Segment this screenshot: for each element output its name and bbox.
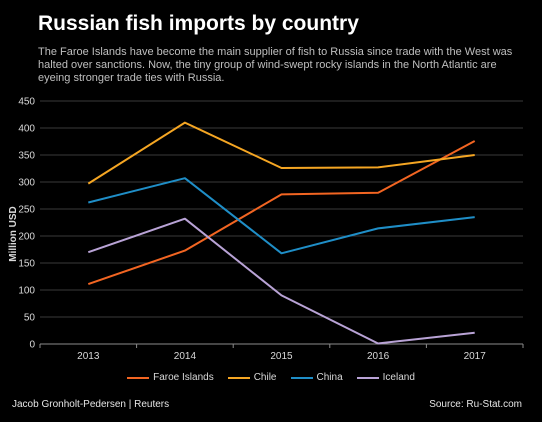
legend-label: China	[316, 372, 343, 383]
series-line-chile	[87, 121, 475, 185]
y-tick-label: 400	[18, 124, 35, 135]
x-tick-label: 2017	[464, 351, 487, 362]
x-tick-label: 2014	[174, 351, 197, 362]
series-line-faroe-islands	[87, 140, 476, 286]
legend-swatch	[227, 376, 250, 379]
legend-item: China	[290, 372, 343, 383]
y-tick-label: 200	[18, 232, 35, 243]
chart-legend: Faroe Islands Chile China Iceland	[0, 372, 542, 383]
y-tick-label: 50	[24, 313, 36, 324]
y-tick-labels: 0 50 100 150 200 250 300 350 400 450	[18, 97, 35, 351]
y-tick-label: 450	[18, 97, 35, 108]
y-tick-label: 300	[18, 178, 35, 189]
grid-layer	[39, 100, 524, 348]
legend-item: Chile	[227, 372, 277, 383]
legend-label: Chile	[253, 372, 277, 383]
x-tick-label: 2016	[367, 351, 390, 362]
legend-swatch	[356, 376, 379, 379]
series-layer	[87, 121, 476, 345]
legend-label: Faroe Islands	[153, 372, 214, 383]
y-tick-label: 100	[18, 286, 35, 297]
chart-title: Russian fish imports by country	[38, 12, 359, 35]
legend-label: Iceland	[382, 372, 415, 383]
series-line-china	[88, 177, 475, 255]
source-text: Source: Ru-Stat.com	[429, 399, 522, 410]
credit-text: Jacob Gronholt-Pedersen | Reuters	[12, 399, 170, 410]
series-line-iceland	[87, 217, 475, 345]
y-axis-label: Million USD	[8, 206, 19, 262]
x-tick-label: 2015	[270, 351, 293, 362]
legend-item: Iceland	[356, 372, 415, 383]
legend-swatch	[290, 376, 313, 379]
legend-swatch	[127, 376, 150, 379]
x-tick-labels: 2013 2014 2015 2016 2017	[77, 351, 486, 362]
x-tick-label: 2013	[77, 351, 100, 362]
y-tick-label: 150	[18, 259, 35, 270]
y-tick-label: 0	[29, 340, 35, 351]
chart-subtitle: The Faroe Islands have become the main s…	[38, 46, 513, 84]
legend-item: Faroe Islands	[127, 372, 214, 383]
y-tick-label: 350	[18, 151, 35, 162]
y-tick-label: 250	[18, 205, 35, 216]
